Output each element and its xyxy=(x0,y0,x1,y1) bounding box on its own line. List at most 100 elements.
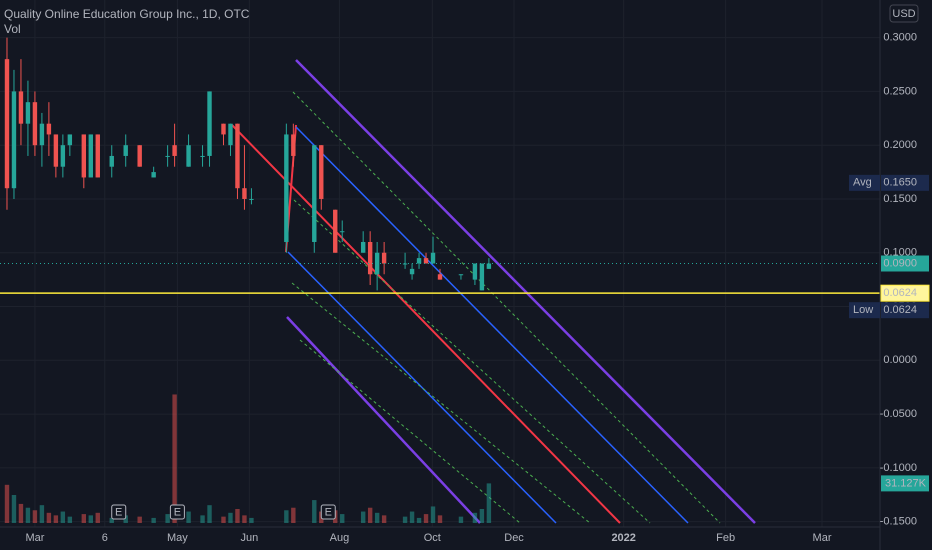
volume-bar xyxy=(186,511,191,523)
event-box xyxy=(320,504,336,520)
volume-bar xyxy=(291,507,296,523)
candle-body xyxy=(284,134,289,242)
chart-title: Quality Online Education Group Inc., 1D,… xyxy=(4,7,250,21)
candle-body xyxy=(291,134,296,156)
price-badge-label: 0.0624 xyxy=(883,287,917,299)
candle-body xyxy=(479,263,485,291)
volume-bar xyxy=(360,511,366,523)
volume-bar xyxy=(409,511,415,523)
candle-body xyxy=(39,123,45,146)
volume-bar xyxy=(32,510,38,523)
volume-bar xyxy=(4,484,10,523)
x-tick-label: Oct xyxy=(424,532,441,544)
event-label: E xyxy=(325,506,332,518)
price-axis xyxy=(880,0,932,550)
price-badge-label: 0.0624 xyxy=(883,304,917,316)
candle-body xyxy=(472,263,478,280)
volume-bar xyxy=(11,495,17,523)
y-tick-label: 0.3000 xyxy=(883,32,917,44)
candle-body xyxy=(207,91,212,156)
volume-bar xyxy=(207,505,212,523)
candle-body xyxy=(235,123,240,189)
volume-bar xyxy=(53,515,59,523)
event-box xyxy=(169,504,185,520)
candle-body xyxy=(367,241,373,275)
candle-body xyxy=(423,258,429,264)
candle-body xyxy=(374,252,380,275)
x-tick-label: 6 xyxy=(102,532,108,544)
candle-body xyxy=(67,134,73,146)
volume-bar xyxy=(249,517,254,523)
volume-bar xyxy=(67,516,73,523)
event-label: E xyxy=(174,506,181,518)
volume-bar xyxy=(416,517,422,523)
candle-body xyxy=(340,231,345,233)
volume-bar xyxy=(109,517,114,523)
volume-bar xyxy=(437,515,443,523)
volume-bar xyxy=(39,505,45,523)
price-badge xyxy=(880,284,930,302)
volume-bar xyxy=(458,516,464,523)
candle-body xyxy=(221,123,226,135)
volume-bar xyxy=(95,512,100,523)
candle-body xyxy=(402,263,408,265)
candle-body xyxy=(4,59,10,189)
x-tick-label: Mar xyxy=(25,532,44,544)
currency[interactable]: USD xyxy=(892,8,915,20)
volume-bar xyxy=(221,516,226,523)
y-tick-label: -0.0500 xyxy=(880,408,917,420)
volume-bar xyxy=(312,500,317,523)
currency-box[interactable] xyxy=(889,4,919,23)
candle-body xyxy=(186,145,191,167)
candle-body xyxy=(172,145,177,156)
volume-bar xyxy=(472,512,478,523)
pitchfork-dashed xyxy=(291,282,591,524)
pitchfork-lower xyxy=(287,251,557,524)
volume-label: Vol xyxy=(4,22,21,36)
x-tick-label: Aug xyxy=(330,532,350,544)
volume-bar xyxy=(137,516,142,523)
candle-body xyxy=(151,172,156,178)
candle-body xyxy=(360,241,366,253)
candle-body xyxy=(123,145,128,156)
candle-body xyxy=(88,134,93,178)
volume-bar xyxy=(200,515,205,523)
event-label: E xyxy=(115,506,122,518)
pitchfork-dashed xyxy=(292,91,721,524)
candle-body xyxy=(95,134,100,178)
y-tick-label: 0.0000 xyxy=(883,354,917,366)
candle-body xyxy=(249,198,254,200)
pitchfork-upper xyxy=(295,126,689,524)
x-tick-label: 2022 xyxy=(611,532,635,544)
candle-body xyxy=(137,145,142,167)
candle-body xyxy=(430,252,436,264)
pitchfork-median xyxy=(231,124,621,524)
price-badge xyxy=(881,255,929,272)
volume-bar xyxy=(430,506,436,523)
candle-body xyxy=(200,155,205,157)
candle-body xyxy=(437,274,443,280)
volume-bar xyxy=(60,511,66,523)
volume-badge xyxy=(881,475,929,492)
volume-badge-label: 31.127K xyxy=(885,477,927,489)
price-badge-label: 0.0900 xyxy=(883,257,917,269)
price-badge-name-box xyxy=(849,302,880,319)
volume-bar xyxy=(172,394,177,523)
volume-bar xyxy=(81,514,87,523)
candle-body xyxy=(11,91,17,189)
candle-body xyxy=(486,263,492,269)
volume-bar xyxy=(88,515,93,523)
candle-body xyxy=(60,145,66,167)
candle-body xyxy=(416,258,422,264)
candle-body xyxy=(409,268,415,275)
volume-bar xyxy=(235,509,240,523)
candle-body xyxy=(333,209,338,253)
candle-body xyxy=(165,155,170,157)
volume-bar xyxy=(228,512,233,523)
volume-bar xyxy=(123,515,128,523)
x-tick-label: Jun xyxy=(240,532,258,544)
y-tick-label: -0.1500 xyxy=(880,516,917,528)
candle-body xyxy=(458,274,464,276)
